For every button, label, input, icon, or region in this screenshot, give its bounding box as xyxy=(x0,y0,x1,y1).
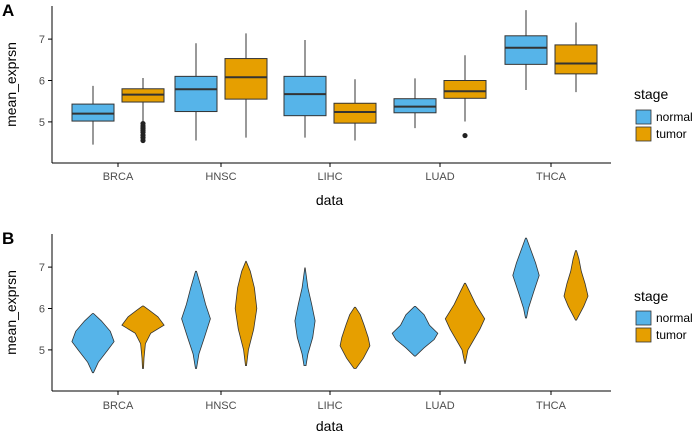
x-tick-label: LIHC xyxy=(317,171,342,183)
x-tick-label: LIHC xyxy=(317,400,342,412)
box-normal-brca xyxy=(71,103,115,122)
x-axis-title: data xyxy=(316,192,343,208)
outlier-point xyxy=(462,132,468,139)
violin-normal-lihc xyxy=(294,267,316,366)
legend-key-tumor xyxy=(635,126,652,142)
y-tick-label: 6 xyxy=(39,304,45,316)
legend-key-normal xyxy=(635,310,652,326)
violin-normal-hnsc xyxy=(181,270,211,369)
y-tick-label: 6 xyxy=(39,76,45,88)
panel-label-b: B xyxy=(2,229,14,248)
x-tick-label: THCA xyxy=(536,400,567,412)
x-tick-label: LUAD xyxy=(425,171,454,183)
y-axis-title: mean_exprsn xyxy=(3,270,19,355)
x-axis-title: data xyxy=(316,418,343,432)
x-tick-label: BRCA xyxy=(103,171,134,183)
violin-tumor-hnsc xyxy=(234,260,258,366)
violin-tumor-thca xyxy=(563,250,589,321)
legend-label-normal: normal xyxy=(656,110,693,124)
legend-key-tumor xyxy=(635,327,652,343)
x-tick-label: HNSC xyxy=(205,171,236,183)
legend-key-normal xyxy=(635,109,652,125)
violin-tumor-luad xyxy=(444,282,486,364)
box-normal-hnsc xyxy=(174,75,218,113)
violin-normal-thca xyxy=(512,237,540,319)
violin-tumor-lihc xyxy=(339,306,371,369)
legend-title: stage xyxy=(634,86,668,102)
violin-tumor-brca xyxy=(121,305,165,369)
box-normal-thca xyxy=(504,35,548,65)
legend-label-tumor: tumor xyxy=(656,328,687,342)
y-tick-label: 7 xyxy=(39,262,45,274)
legend-title: stage xyxy=(634,288,668,304)
y-tick-label: 5 xyxy=(39,345,45,357)
box-tumor-hnsc xyxy=(224,58,268,100)
box-tumor-luad xyxy=(443,80,487,99)
legend-label-tumor: tumor xyxy=(656,127,687,141)
violin-plot-panel: 5 6 7 BRCA HNSC LIHC LUAD THCA data mean_exprsn st… xyxy=(3,234,693,434)
box-tumor-thca xyxy=(554,44,598,75)
panel-label-a: A xyxy=(2,1,14,20)
y-tick-label: 5 xyxy=(39,117,45,129)
x-tick-label: LUAD xyxy=(425,400,454,412)
x-tick-label: HNSC xyxy=(205,400,236,412)
y-tick-label: 7 xyxy=(39,34,45,46)
box-tumor-lihc xyxy=(333,102,377,124)
violin-normal-luad xyxy=(391,306,439,357)
box-normal-lihc xyxy=(283,75,327,117)
x-tick-label: BRCA xyxy=(103,400,134,412)
violin-normal-brca xyxy=(71,313,115,374)
outlier-point xyxy=(140,120,146,127)
x-tick-label: THCA xyxy=(536,171,567,183)
legend-label-normal: normal xyxy=(656,311,693,325)
y-axis-title: mean_exprsn xyxy=(3,42,19,127)
